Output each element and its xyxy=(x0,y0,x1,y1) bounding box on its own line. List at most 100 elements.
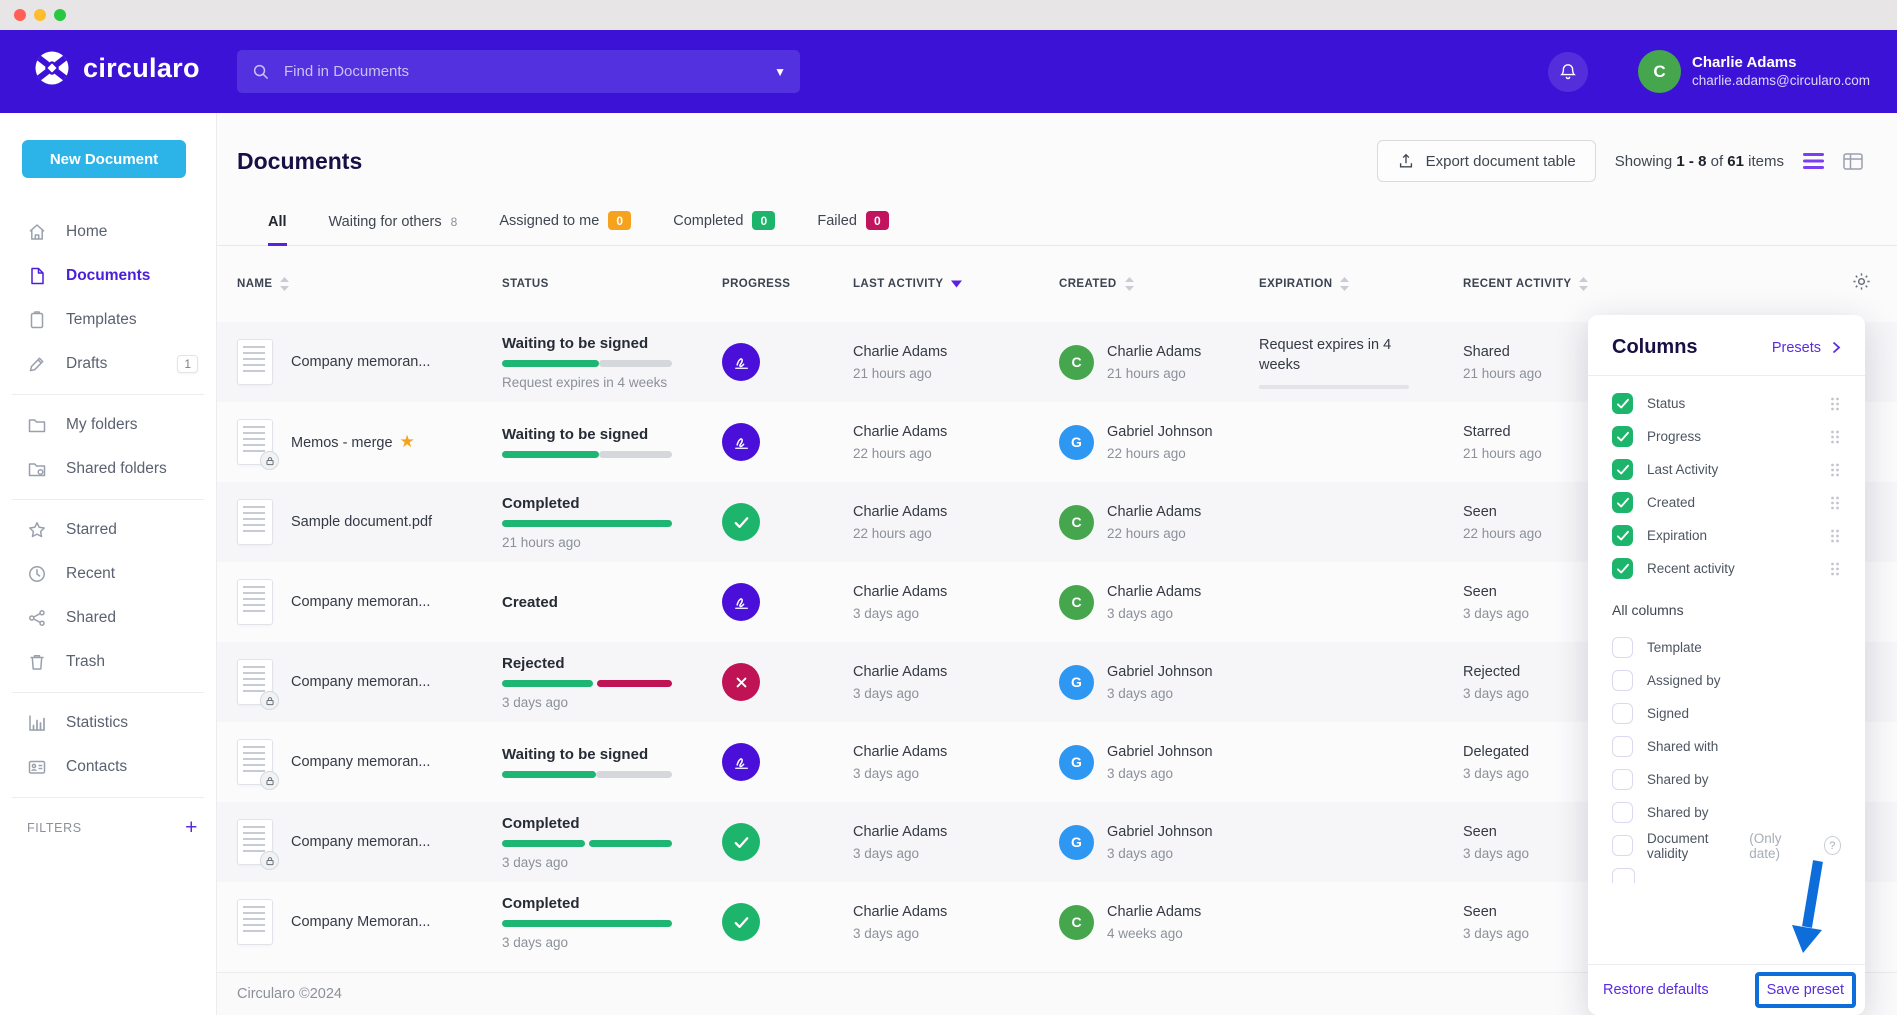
cell-name: Memos - merge ★ xyxy=(237,419,502,470)
table-row[interactable]: Company memoran... Waiting to be signed Ch… xyxy=(217,722,1897,802)
restore-defaults-link[interactable]: Restore defaults xyxy=(1603,982,1709,998)
status-label: Completed xyxy=(502,814,580,832)
bar-segment xyxy=(598,451,672,458)
column-header-status[interactable]: STATUS xyxy=(502,278,722,290)
search-input[interactable] xyxy=(282,62,767,81)
columns-panel: Columns Presets Status Progress Last Activ… xyxy=(1588,315,1865,1015)
drag-handle-icon[interactable] xyxy=(1829,429,1841,445)
sort-icon xyxy=(1340,277,1350,291)
column-option-label: Signed xyxy=(1647,706,1690,721)
sidebar-item-shared-folders[interactable]: Shared folders xyxy=(0,447,216,491)
sidebar-item-drafts[interactable]: Drafts 1 xyxy=(0,342,216,386)
cell-last-activity: Charlie Adams 3 days ago xyxy=(853,583,1059,621)
tab-completed[interactable]: Completed 0 xyxy=(673,211,776,246)
checkbox-checked[interactable] xyxy=(1612,558,1633,579)
status-label: Completed xyxy=(502,894,580,912)
checkbox-unchecked[interactable] xyxy=(1612,703,1633,724)
sidebar-item-contacts[interactable]: Contacts xyxy=(0,745,216,789)
recent-activity-time: 3 days ago xyxy=(1463,606,1530,621)
status-subtext: 3 days ago xyxy=(502,854,569,870)
column-header-name[interactable]: NAME xyxy=(237,277,502,291)
table-settings-gear-icon[interactable] xyxy=(1852,272,1871,291)
last-activity-name: Charlie Adams xyxy=(853,664,948,680)
sidebar-item-recent[interactable]: Recent xyxy=(0,552,216,596)
visible-column-status: Status xyxy=(1612,387,1841,420)
save-preset-link[interactable]: Save preset xyxy=(1766,982,1844,998)
cell-created: C Charlie Adams 21 hours ago xyxy=(1059,343,1259,381)
tab-waiting-for-others[interactable]: Waiting for others 8 xyxy=(329,214,458,246)
drag-handle-icon[interactable] xyxy=(1829,462,1841,478)
column-header-created[interactable]: CREATED xyxy=(1059,277,1259,291)
column-header-last-activity[interactable]: LAST ACTIVITY xyxy=(853,278,1059,290)
checkbox-unchecked[interactable] xyxy=(1612,736,1633,757)
table-row[interactable]: Company memoran... Created Charlie Adams 3 … xyxy=(217,562,1897,642)
document-search[interactable]: ▼ xyxy=(237,50,800,93)
sidebar-item-documents[interactable]: Documents xyxy=(0,254,216,298)
grid-view-toggle[interactable] xyxy=(1843,152,1863,170)
trash-icon xyxy=(27,652,47,672)
sidebar-item-statistics[interactable]: Statistics xyxy=(0,701,216,745)
window-close-button[interactable] xyxy=(14,9,26,21)
drag-handle-icon[interactable] xyxy=(1829,495,1841,511)
showing-count: Showing 1 - 8 of 61 items xyxy=(1614,152,1784,170)
creator-name: Gabriel Johnson xyxy=(1107,824,1213,840)
app-logo[interactable]: circularo xyxy=(34,50,200,86)
checkbox-unchecked[interactable] xyxy=(1612,835,1633,856)
help-icon[interactable]: ? xyxy=(1823,836,1841,855)
tab-all[interactable]: All xyxy=(268,214,287,246)
share-icon xyxy=(27,608,47,628)
table-row[interactable]: Company Memoran... Completed 3 days ago Cha… xyxy=(217,882,1897,962)
user-menu-caret-icon: ▼ xyxy=(1895,64,1897,79)
document-name: Company memoran... xyxy=(291,354,431,370)
checkbox-unchecked[interactable] xyxy=(1612,670,1633,691)
document-name-wrap: Company Memoran... xyxy=(291,913,430,931)
checkbox-checked[interactable] xyxy=(1612,393,1633,414)
sort-icon xyxy=(1579,277,1589,291)
checkbox-checked[interactable] xyxy=(1612,492,1633,513)
tab-failed[interactable]: Failed 0 xyxy=(817,211,889,246)
list-view-toggle[interactable] xyxy=(1803,153,1824,169)
sidebar-item-my-folders[interactable]: My folders xyxy=(0,403,216,447)
tab-label: Assigned to me xyxy=(499,212,600,229)
checkbox-checked[interactable] xyxy=(1612,459,1633,480)
sidebar-item-shared[interactable]: Shared xyxy=(0,596,216,640)
sidebar-item-label: Shared xyxy=(66,609,116,626)
export-document-table-button[interactable]: Export document table xyxy=(1376,140,1596,182)
add-filter-button[interactable]: + xyxy=(185,816,198,839)
column-header-label: EXPIRATION xyxy=(1259,278,1333,290)
cell-recent-activity: Starred 21 hours ago xyxy=(1463,423,1897,461)
recent-activity-label: Starred xyxy=(1463,424,1511,440)
drag-handle-icon[interactable] xyxy=(1829,561,1841,577)
column-header-recent-activity[interactable]: RECENT ACTIVITY xyxy=(1463,277,1897,291)
window-minimize-button[interactable] xyxy=(34,9,46,21)
user-name: Charlie Adams xyxy=(1692,54,1797,71)
tab-assigned-to-me[interactable]: Assigned to me 0 xyxy=(499,211,632,246)
creator-info: Gabriel Johnson 22 hours ago xyxy=(1107,423,1213,461)
recent-activity-time: 21 hours ago xyxy=(1463,366,1542,381)
sidebar-item-trash[interactable]: Trash xyxy=(0,640,216,684)
checkbox-unchecked[interactable] xyxy=(1612,769,1633,790)
new-document-button[interactable]: New Document xyxy=(22,140,186,178)
recent-activity-time: 3 days ago xyxy=(1463,846,1530,861)
checkbox-unchecked[interactable] xyxy=(1612,637,1633,658)
last-activity-name: Charlie Adams xyxy=(853,824,948,840)
chart-icon xyxy=(27,713,47,733)
column-header-expiration[interactable]: EXPIRATION xyxy=(1259,277,1463,291)
sidebar-item-templates[interactable]: Templates xyxy=(0,298,216,342)
cell-last-activity: Charlie Adams 22 hours ago xyxy=(853,503,1059,541)
drag-handle-icon[interactable] xyxy=(1829,528,1841,544)
search-dropdown-caret-icon[interactable]: ▼ xyxy=(774,64,786,79)
checkbox-checked[interactable] xyxy=(1612,426,1633,447)
sidebar-item-starred[interactable]: Starred xyxy=(0,508,216,552)
last-activity-name: Charlie Adams xyxy=(853,504,948,520)
checkbox-unchecked[interactable] xyxy=(1612,802,1633,823)
sidebar-item-home[interactable]: Home xyxy=(0,210,216,254)
column-header-progress[interactable]: PROGRESS xyxy=(722,278,853,290)
window-zoom-button[interactable] xyxy=(54,9,66,21)
presets-link[interactable]: Presets xyxy=(1772,340,1841,356)
notifications-button[interactable] xyxy=(1548,52,1588,92)
drag-handle-icon[interactable] xyxy=(1829,396,1841,412)
table-row[interactable]: Memos - merge ★ Waiting to be signed Charli… xyxy=(217,402,1897,482)
checkbox-checked[interactable] xyxy=(1612,525,1633,546)
user-menu[interactable]: C Charlie Adams charlie.adams@circularo.… xyxy=(1638,50,1897,93)
